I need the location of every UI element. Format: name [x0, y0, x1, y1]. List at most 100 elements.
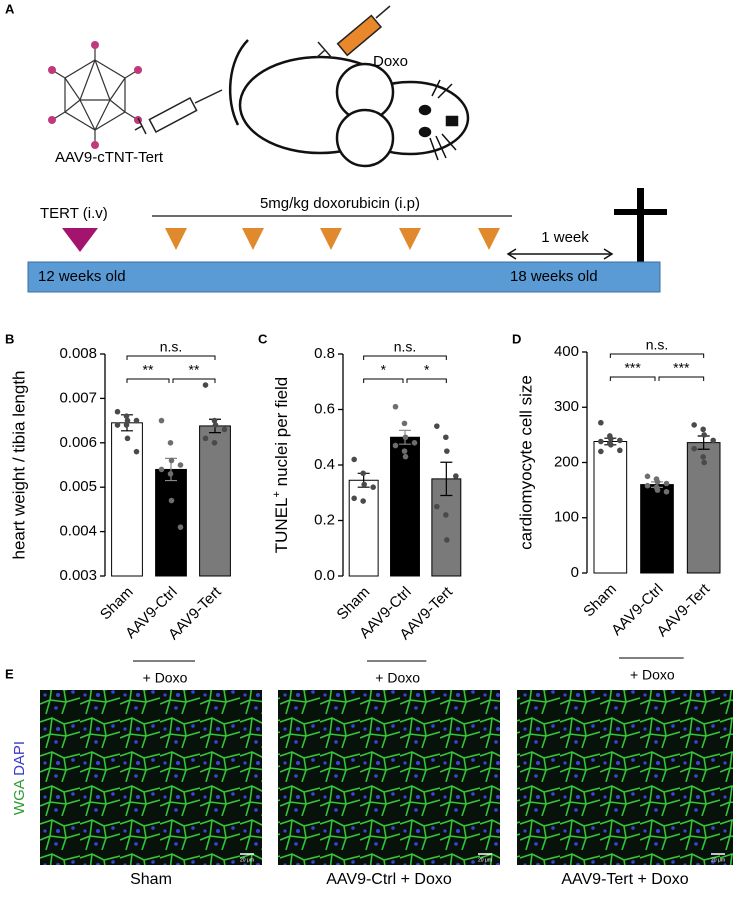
panel-label: A	[5, 1, 15, 16]
y-axis-label: heart weight / tibia length	[9, 370, 28, 559]
data-point	[434, 423, 440, 429]
data-point	[351, 495, 357, 502]
scale-bar-label: 20 μm	[240, 857, 254, 863]
data-point	[598, 438, 604, 445]
y-tick-label: 400	[554, 343, 579, 360]
data-point	[691, 445, 697, 452]
significance-label: **	[189, 362, 200, 378]
x-tick-label: Sham	[334, 584, 374, 624]
y-tick-label: 0.8	[314, 345, 335, 362]
significance-bracket	[172, 378, 216, 383]
data-point	[701, 432, 707, 438]
micrograph	[40, 690, 262, 865]
interval-label: 1 week	[541, 229, 589, 246]
tert-injection-label: TERT (i.v)	[40, 205, 108, 222]
data-point	[402, 434, 409, 441]
data-point	[710, 437, 716, 444]
y-axis-label-part: nuclei per field	[272, 377, 291, 491]
data-point	[221, 426, 228, 433]
significance-label: **	[143, 362, 154, 378]
y-tick-label: 0	[571, 564, 579, 581]
significance-bracket	[609, 376, 656, 381]
data-point	[392, 403, 399, 410]
micrograph	[278, 690, 500, 865]
data-point	[598, 448, 604, 455]
significance-bracket	[126, 355, 216, 360]
panel-label: B	[5, 331, 14, 346]
y-tick-label: 0.008	[59, 345, 97, 362]
end-age: 18 weeks old	[510, 268, 598, 285]
data-point	[617, 437, 623, 444]
mouse	[228, 39, 470, 168]
data-point	[401, 448, 408, 454]
significance-bracket	[609, 353, 705, 358]
data-point	[401, 420, 408, 427]
y-tick-label: 100	[554, 509, 579, 526]
y-tick-label: 0.2	[314, 511, 335, 528]
y-tick-label: 0.005	[59, 478, 97, 495]
data-point	[434, 503, 440, 510]
data-point	[644, 473, 651, 480]
data-point	[443, 434, 449, 441]
significance-label: *	[424, 362, 430, 378]
significance-label: n.s.	[646, 337, 669, 353]
data-point	[177, 462, 184, 468]
doxo-markers	[165, 228, 500, 250]
data-point	[402, 453, 409, 460]
y-tick-label: 300	[554, 398, 579, 415]
significance-label: ***	[673, 360, 690, 376]
significance-label: *	[381, 362, 387, 378]
significance-bracket	[363, 378, 404, 383]
data-point	[133, 448, 140, 455]
panel-label: C	[258, 331, 268, 346]
interval-arrow	[506, 248, 614, 260]
bar	[640, 484, 674, 574]
y-tick-label: 0.4	[314, 456, 335, 473]
data-point	[444, 537, 450, 543]
scale-bar-label: 20 μm	[711, 857, 725, 863]
micrograph-caption: Sham	[130, 871, 172, 888]
stain-wga: WGA	[11, 779, 28, 815]
bar	[155, 468, 187, 577]
drug-label: Doxo	[373, 53, 408, 70]
data-point	[168, 457, 175, 464]
data-point	[360, 470, 366, 477]
significance-bracket	[126, 378, 170, 383]
data-point	[453, 473, 459, 479]
vector-label: AAV9-cTNT-Tert	[55, 149, 164, 166]
data-point	[124, 435, 131, 442]
data-point	[212, 422, 219, 428]
y-tick-label: 0.004	[59, 523, 97, 540]
data-point	[663, 488, 670, 495]
bar	[348, 479, 379, 577]
micrograph	[517, 690, 733, 865]
data-point	[700, 426, 706, 433]
bar	[199, 425, 231, 577]
significance-label: n.s.	[394, 339, 417, 355]
data-point	[360, 498, 366, 504]
data-point	[168, 497, 175, 504]
timeline-bar	[27, 261, 661, 293]
data-point	[177, 524, 184, 530]
data-point	[114, 422, 121, 428]
doxo-regimen-label: 5mg/kg doxorubicin (i.p)	[260, 195, 420, 212]
panel-label: D	[512, 331, 521, 346]
significance-bracket	[363, 355, 447, 360]
data-point	[443, 512, 449, 518]
data-point	[361, 481, 367, 488]
micrograph-caption: AAV9-Tert + Doxo	[561, 871, 688, 888]
data-point	[691, 422, 697, 428]
data-point	[370, 484, 376, 491]
group-label: + Doxo	[143, 670, 188, 686]
significance-bracket	[406, 378, 447, 383]
significance-label: n.s.	[160, 339, 183, 355]
data-point	[123, 413, 130, 419]
data-point	[114, 408, 121, 415]
significance-bracket	[658, 376, 705, 381]
bar	[593, 441, 628, 574]
data-point	[124, 417, 131, 424]
bar	[390, 436, 420, 577]
y-tick-label: 0.003	[59, 567, 97, 584]
data-point	[167, 471, 174, 477]
y-axis-label: TUNEL+ nuclei per field	[271, 377, 292, 554]
